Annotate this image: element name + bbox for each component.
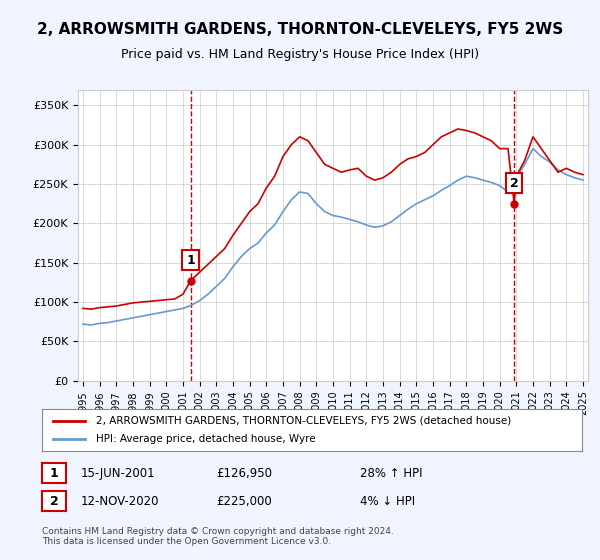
Text: £126,950: £126,950 (216, 466, 272, 480)
Text: 2: 2 (510, 176, 518, 189)
Text: Price paid vs. HM Land Registry's House Price Index (HPI): Price paid vs. HM Land Registry's House … (121, 48, 479, 60)
Text: 1: 1 (186, 254, 195, 267)
Text: 12-NOV-2020: 12-NOV-2020 (81, 494, 160, 508)
Text: HPI: Average price, detached house, Wyre: HPI: Average price, detached house, Wyre (96, 434, 316, 444)
Text: £225,000: £225,000 (216, 494, 272, 508)
Text: 2, ARROWSMITH GARDENS, THORNTON-CLEVELEYS, FY5 2WS: 2, ARROWSMITH GARDENS, THORNTON-CLEVELEY… (37, 22, 563, 38)
Text: 1: 1 (50, 466, 58, 480)
Text: Contains HM Land Registry data © Crown copyright and database right 2024.
This d: Contains HM Land Registry data © Crown c… (42, 526, 394, 546)
Text: 28% ↑ HPI: 28% ↑ HPI (360, 466, 422, 480)
Text: 2, ARROWSMITH GARDENS, THORNTON-CLEVELEYS, FY5 2WS (detached house): 2, ARROWSMITH GARDENS, THORNTON-CLEVELEY… (96, 416, 511, 426)
Text: 15-JUN-2001: 15-JUN-2001 (81, 466, 155, 480)
Text: 4% ↓ HPI: 4% ↓ HPI (360, 494, 415, 508)
Text: 2: 2 (50, 494, 58, 508)
